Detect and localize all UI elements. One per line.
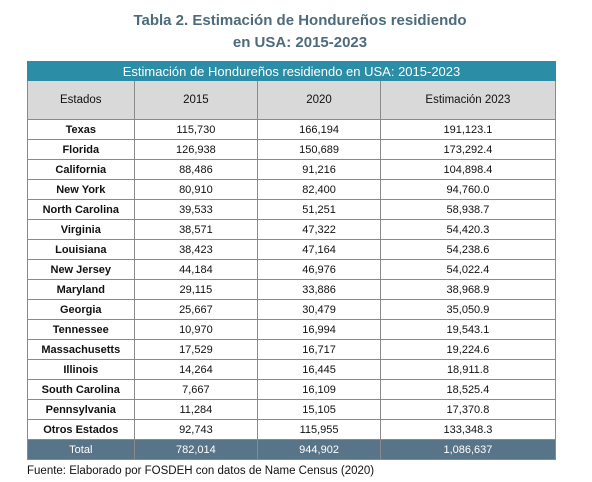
source-note: Fuente: Elaborado por FOSDEH con datos d…	[27, 465, 375, 477]
table-row: Illinois 14,264 16,445 18,911.8	[27, 359, 557, 380]
table-cell: California	[27, 159, 135, 180]
table-cell: 54,238.6	[379, 239, 557, 260]
total-cell: 782,014	[133, 439, 259, 460]
table-cell: 33,886	[257, 279, 381, 300]
table-row: Massachusetts 17,529 16,717 19,224.6	[27, 339, 557, 360]
table-row: Florida 126,938 150,689 173,292.4	[27, 139, 557, 160]
title: Tabla 2. Estimación de Hondureños residi…	[133, 12, 467, 51]
table-cell: 10,970	[133, 319, 259, 340]
table-cell: Florida	[27, 139, 135, 160]
table-cell: 47,322	[257, 219, 381, 240]
table-cell: 16,994	[257, 319, 381, 340]
table-cell: 11,284	[133, 399, 259, 420]
table-cell: 150,689	[257, 139, 381, 160]
table-cell: 25,667	[133, 299, 259, 320]
table-cell: 38,423	[133, 239, 259, 260]
total-cell: 944,902	[257, 439, 381, 460]
table-cell: 94,760.0	[379, 179, 557, 200]
table-cell: 35,050.9	[379, 299, 557, 320]
table-row: Virginia 38,571 47,322 54,420.3	[27, 219, 557, 240]
table-cell: 47,164	[257, 239, 381, 260]
table-cell: 166,194	[257, 119, 381, 140]
table-cell: 29,115	[133, 279, 259, 300]
table-cell: 18,911.8	[379, 359, 557, 380]
total-cell: 1,086,637	[379, 439, 557, 460]
table-row: Georgia 25,667 30,479 35,050.9	[27, 299, 557, 320]
table-cell: South Carolina	[27, 379, 135, 400]
table-cell: 44,184	[133, 259, 259, 280]
table-cell: 104,898.4	[379, 159, 557, 180]
table-cell: New York	[27, 179, 135, 200]
table-cell: 54,420.3	[379, 219, 557, 240]
table-row: California 88,486 91,216 104,898.4	[27, 159, 557, 180]
table-cell: 80,910	[133, 179, 259, 200]
table-row: Otros Estados 92,743 115,955 133,348.3	[27, 419, 557, 440]
table-row: North Carolina 39,533 51,251 58,938.7	[27, 199, 557, 220]
table-cell: 91,216	[257, 159, 381, 180]
table-body: Texas 115,730 166,194 191,123.1 Florida 126,9…	[27, 119, 557, 460]
table-row: Maryland 29,115 33,886 38,968.9	[27, 279, 557, 300]
table-row: Pennsylvania 11,284 15,105 17,370.8	[27, 399, 557, 420]
column-header: 2020	[257, 80, 381, 120]
table-cell: 38,571	[133, 219, 259, 240]
table-cell: Pennsylvania	[27, 399, 135, 420]
table-cell: 30,479	[257, 299, 381, 320]
table-cell: 7,667	[133, 379, 259, 400]
total-row: Total 782,014 944,902 1,086,637	[27, 439, 557, 460]
table-cell: 51,251	[257, 199, 381, 220]
table-row: South Carolina 7,667 16,109 18,525.4	[27, 379, 557, 400]
table-cell: 39,533	[133, 199, 259, 220]
table-cell: 133,348.3	[379, 419, 557, 440]
table-cell: 191,123.1	[379, 119, 557, 140]
table-cell: 126,938	[133, 139, 259, 160]
table-cell: Massachusetts	[27, 339, 135, 360]
table-row: New York 80,910 82,400 94,760.0	[27, 179, 557, 200]
table-cell: Illinois	[27, 359, 135, 380]
column-header: 2015	[133, 80, 259, 120]
column-header: Estados	[27, 80, 135, 120]
table-cell: North Carolina	[27, 199, 135, 220]
table-cell: 115,955	[257, 419, 381, 440]
table-cell: 17,370.8	[379, 399, 557, 420]
table-cell: New Jersey	[27, 259, 135, 280]
table-cell: 17,529	[133, 339, 259, 360]
table-cell: Louisiana	[27, 239, 135, 260]
table-cell: Texas	[27, 119, 135, 140]
column-header: Estimación 2023	[379, 80, 557, 120]
table-cell: 115,730	[133, 119, 259, 140]
table-cell: Tennessee	[27, 319, 135, 340]
table-cell: 16,717	[257, 339, 381, 360]
table-cell: 38,968.9	[379, 279, 557, 300]
table-row: Tennessee 10,970 16,994 19,543.1	[27, 319, 557, 340]
table-cell: 15,105	[257, 399, 381, 420]
table-cell: 19,224.6	[379, 339, 557, 360]
table-cell: Virginia	[27, 219, 135, 240]
table-cell: Maryland	[27, 279, 135, 300]
table-cell: 58,938.7	[379, 199, 557, 220]
header-row: Estados 2015 2020 Estimación 2023	[27, 80, 557, 120]
table-caption: Estimación de Hondureños residiendo en U…	[27, 61, 556, 81]
table-cell: 18,525.4	[379, 379, 557, 400]
table-row: Louisiana 38,423 47,164 54,238.6	[27, 239, 557, 260]
table-cell: Otros Estados	[27, 419, 135, 440]
table-cell: 46,976	[257, 259, 381, 280]
table-cell: 19,543.1	[379, 319, 557, 340]
table-cell: 82,400	[257, 179, 381, 200]
table-cell: 14,264	[133, 359, 259, 380]
table-cell: 16,109	[257, 379, 381, 400]
data-table: Estimación de Hondureños residiendo en U…	[27, 61, 557, 460]
table-cell: 16,445	[257, 359, 381, 380]
table-cell: 88,486	[133, 159, 259, 180]
table-cell: 92,743	[133, 419, 259, 440]
table-cell: 54,022.4	[379, 259, 557, 280]
table-cell: 173,292.4	[379, 139, 557, 160]
table-cell: Georgia	[27, 299, 135, 320]
total-cell: Total	[27, 439, 135, 460]
table-row: New Jersey 44,184 46,976 54,022.4	[27, 259, 557, 280]
table-row: Texas 115,730 166,194 191,123.1	[27, 119, 557, 140]
